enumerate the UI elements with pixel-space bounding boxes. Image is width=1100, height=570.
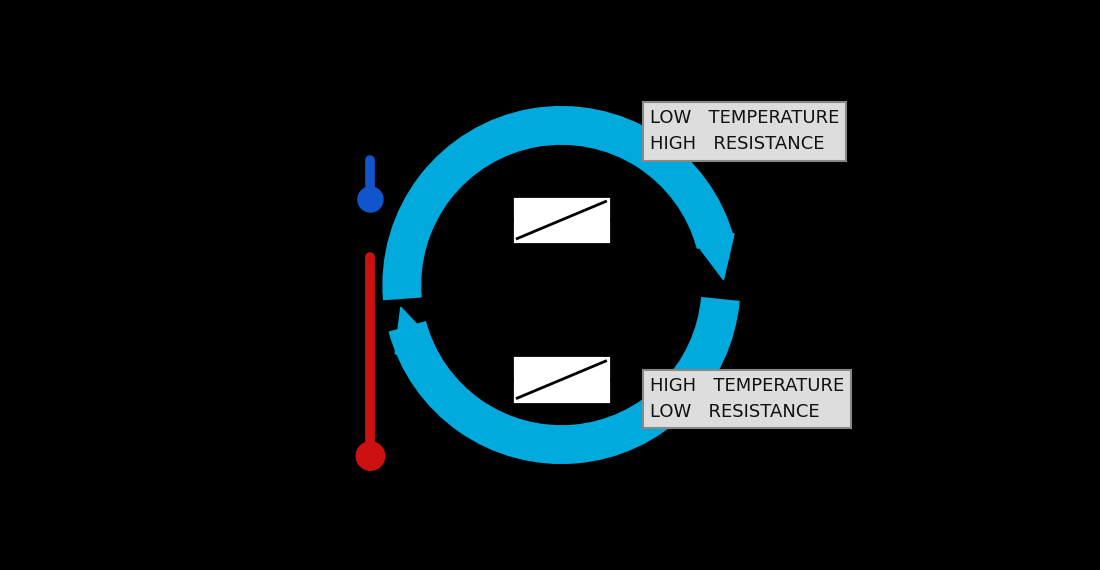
Polygon shape <box>395 307 433 354</box>
Polygon shape <box>512 196 612 244</box>
Text: HIGH   TEMPERATURE
LOW   RESISTANCE: HIGH TEMPERATURE LOW RESISTANCE <box>650 377 844 421</box>
Circle shape <box>356 442 385 470</box>
Polygon shape <box>512 356 612 404</box>
Circle shape <box>358 187 383 212</box>
Polygon shape <box>695 234 734 280</box>
Text: LOW   TEMPERATURE
HIGH   RESISTANCE: LOW TEMPERATURE HIGH RESISTANCE <box>650 109 839 153</box>
